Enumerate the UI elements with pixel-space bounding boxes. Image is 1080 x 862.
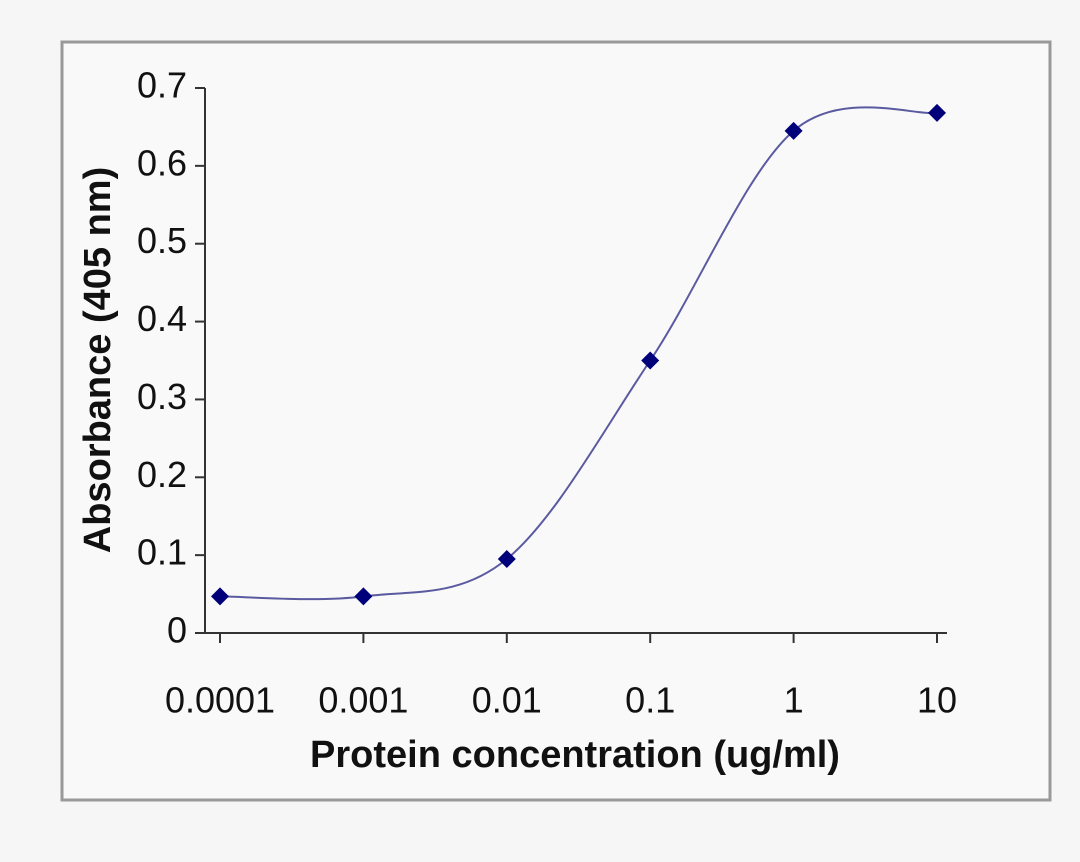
data-point bbox=[211, 587, 229, 606]
y-tick-label: 0 bbox=[167, 610, 187, 651]
data-point bbox=[354, 587, 373, 606]
y-tick-label: 0.2 bbox=[137, 454, 187, 495]
x-tick-label: 0.0001 bbox=[165, 680, 275, 721]
y-tick-label: 0.3 bbox=[137, 376, 187, 417]
data-point bbox=[928, 103, 946, 122]
data-point bbox=[784, 121, 803, 140]
chart-frame bbox=[60, 40, 1052, 802]
data-point bbox=[497, 550, 516, 569]
y-tick-label: 0.7 bbox=[137, 65, 187, 106]
x-tick-label: 1 bbox=[784, 680, 804, 721]
y-tick-label: 0.1 bbox=[137, 532, 187, 573]
x-tick-label: 0.1 bbox=[625, 680, 675, 721]
x-tick-label: 0.01 bbox=[472, 680, 542, 721]
y-tick-label: 0.4 bbox=[137, 298, 187, 339]
y-tick-label: 0.6 bbox=[137, 142, 187, 183]
x-tick-label: 0.001 bbox=[318, 680, 408, 721]
y-tick-label: 0.5 bbox=[137, 220, 187, 261]
data-point bbox=[641, 351, 660, 370]
x-axis-title: Protein concentration (ug/ml) bbox=[310, 734, 840, 776]
x-tick-label: 10 bbox=[917, 680, 957, 721]
y-axis-title: Absorbance (405 nm) bbox=[77, 167, 119, 553]
